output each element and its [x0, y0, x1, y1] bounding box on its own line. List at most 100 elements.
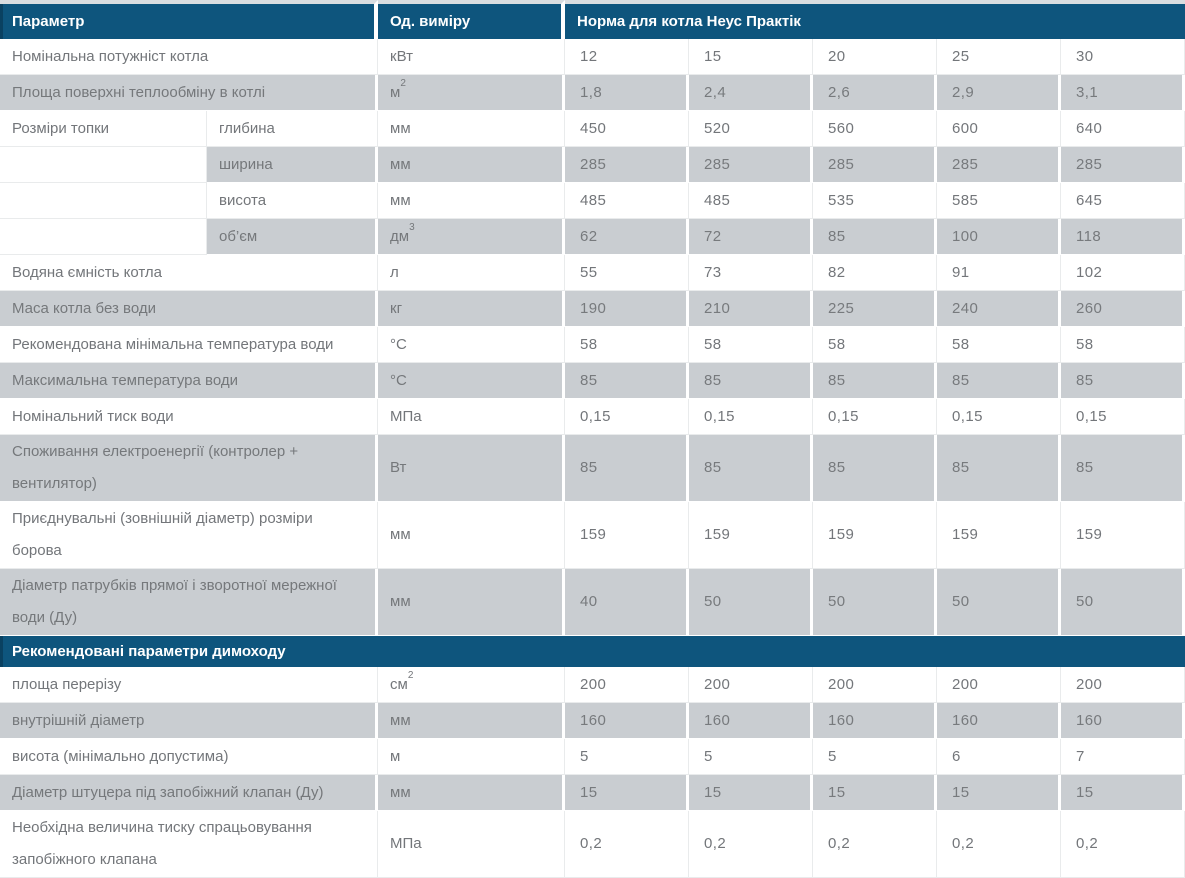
value-cell: 1,8 — [565, 75, 690, 111]
value-cell: 82 — [813, 255, 938, 291]
table-row: висота (мінімально допустима) м 5 5 5 6 … — [0, 739, 1185, 775]
param-cell: Номінальна потужніст котла — [0, 39, 379, 75]
value-cell: 285 — [813, 147, 938, 183]
value-cell: 0,2 — [1061, 811, 1185, 878]
unit-column-header: Од. виміру — [378, 0, 566, 39]
value-cell: 0,2 — [937, 811, 1062, 878]
value-cell: 285 — [1061, 147, 1185, 183]
value-cell: 0,15 — [813, 399, 938, 435]
unit-cell: м — [378, 739, 566, 775]
value-cell: 640 — [1061, 111, 1185, 147]
table-row: Діаметр штуцера під запобіжний клапан (Д… — [0, 775, 1185, 811]
unit-cell: °С — [378, 327, 566, 363]
value-cell: 15 — [565, 775, 690, 811]
value-cell: 485 — [565, 183, 690, 219]
value-cell: 285 — [937, 147, 1062, 183]
table-row: Діаметр патрубків прямої і зворотної мер… — [0, 569, 1185, 636]
value-cell: 0,15 — [689, 399, 814, 435]
value-cell: 85 — [689, 435, 814, 502]
value-cell: 585 — [937, 183, 1062, 219]
value-cell: 85 — [565, 363, 690, 399]
unit-cell: МПа — [378, 811, 566, 878]
unit-cell: °С — [378, 363, 566, 399]
value-cell: 50 — [1061, 569, 1185, 636]
value-cell: 91 — [937, 255, 1062, 291]
value-cell: 55 — [565, 255, 690, 291]
table-row: внутрішній діаметр мм 160 160 160 160 16… — [0, 703, 1185, 739]
value-cell: 560 — [813, 111, 938, 147]
value-cell: 200 — [689, 667, 814, 703]
value-cell: 240 — [937, 291, 1062, 327]
value-cell: 0,15 — [565, 399, 690, 435]
value-cell: 3,1 — [1061, 75, 1185, 111]
value-cell: 260 — [1061, 291, 1185, 327]
value-cell: 40 — [565, 569, 690, 636]
value-cell: 58 — [813, 327, 938, 363]
section-header: Рекомендовані параметри димоходу — [0, 636, 1185, 667]
table-row: висота мм 485 485 535 585 645 — [0, 183, 1185, 219]
value-cell: 12 — [565, 39, 690, 75]
value-cell: 58 — [937, 327, 1062, 363]
unit-base: м — [390, 84, 401, 101]
group-cell — [0, 147, 207, 183]
table-row: Номінальна потужніст котла кВт 12 15 20 … — [0, 39, 1185, 75]
value-cell: 6 — [937, 739, 1062, 775]
unit-cell: см2 — [378, 667, 566, 703]
table-row: ширина мм 285 285 285 285 285 — [0, 147, 1185, 183]
value-cell: 0,15 — [937, 399, 1062, 435]
unit-superscript: 3 — [409, 222, 415, 233]
group-cell — [0, 219, 207, 255]
table-row: Маса котла без води кг 190 210 225 240 2… — [0, 291, 1185, 327]
param-cell: Маса котла без води — [0, 291, 379, 327]
unit-cell: мм — [378, 569, 566, 636]
subparam-cell: глибина — [207, 111, 379, 147]
value-cell: 15 — [1061, 775, 1185, 811]
unit-cell: мм — [378, 183, 566, 219]
param-cell: Діаметр штуцера під запобіжний клапан (Д… — [0, 775, 379, 811]
unit-cell: мм — [378, 111, 566, 147]
value-cell: 159 — [689, 502, 814, 569]
value-cell: 200 — [937, 667, 1062, 703]
unit-cell: Вт — [378, 435, 566, 502]
value-cell: 85 — [565, 435, 690, 502]
value-cell: 73 — [689, 255, 814, 291]
value-cell: 85 — [689, 363, 814, 399]
value-cell: 15 — [937, 775, 1062, 811]
value-cell: 15 — [689, 775, 814, 811]
table-row: Приєднувальні (зовнішній діаметр) розмір… — [0, 502, 1185, 569]
value-cell: 85 — [813, 363, 938, 399]
unit-cell: кг — [378, 291, 566, 327]
group-cell: Розміри топки — [0, 111, 207, 147]
value-cell: 159 — [937, 502, 1062, 569]
table-row: Необхідна величина тиску спрацьовування … — [0, 811, 1185, 878]
table-row: Рекомендована мінімальна температура вод… — [0, 327, 1185, 363]
value-cell: 160 — [813, 703, 938, 739]
value-cell: 160 — [1061, 703, 1185, 739]
value-cell: 285 — [565, 147, 690, 183]
value-cell: 200 — [565, 667, 690, 703]
value-cell: 190 — [565, 291, 690, 327]
value-cell: 200 — [813, 667, 938, 703]
unit-cell: л — [378, 255, 566, 291]
table-row: Розміри топки глибина мм 450 520 560 600… — [0, 111, 1185, 147]
table-row: об’єм дм3 62 72 85 100 118 — [0, 219, 1185, 255]
value-cell: 50 — [937, 569, 1062, 636]
unit-cell: кВт — [378, 39, 566, 75]
param-cell: Номінальний тиск води — [0, 399, 379, 435]
value-cell: 485 — [689, 183, 814, 219]
value-cell: 0,15 — [1061, 399, 1185, 435]
value-cell: 100 — [937, 219, 1062, 255]
unit-base: см — [390, 676, 408, 693]
param-cell: Приєднувальні (зовнішній діаметр) розмір… — [0, 502, 379, 569]
param-cell: Необхідна величина тиску спрацьовування … — [0, 811, 379, 878]
value-cell: 0,2 — [813, 811, 938, 878]
param-cell: Максимальна температура води — [0, 363, 379, 399]
value-cell: 58 — [689, 327, 814, 363]
value-cell: 7 — [1061, 739, 1185, 775]
value-cell: 58 — [1061, 327, 1185, 363]
value-cell: 160 — [565, 703, 690, 739]
unit-superscript: 2 — [407, 670, 414, 681]
group-cell — [0, 183, 207, 219]
value-cell: 600 — [937, 111, 1062, 147]
